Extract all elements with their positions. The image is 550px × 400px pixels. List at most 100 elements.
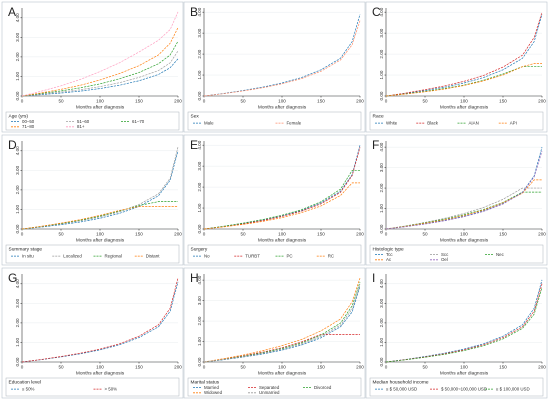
legend — [5, 111, 180, 131]
y-tick-label: 4.00 — [379, 279, 384, 288]
legend-title: Marital status — [191, 380, 220, 386]
series-line-5 — [21, 11, 179, 97]
x-axis-label: Months after diagnosis — [76, 371, 125, 377]
y-tick-label: 3.00 — [15, 165, 20, 174]
plot-area — [386, 8, 542, 96]
x-tick-label: 200 — [174, 365, 182, 370]
x-tick-label: 0 — [21, 232, 24, 237]
y-tick-label: 4.00 — [379, 7, 384, 16]
y-tick-label: 0.00 — [15, 357, 20, 366]
x-tick-label: 50 — [58, 232, 64, 237]
x-tick-label: 50 — [240, 99, 246, 104]
x-tick-label: 200 — [356, 365, 364, 370]
x-tick-label: 0 — [203, 232, 206, 237]
x-axis-label: Months after diagnosis — [76, 238, 125, 244]
plot-area — [204, 274, 360, 362]
legend-title: Summary stage — [9, 247, 43, 253]
x-tick-label: 150 — [499, 232, 507, 237]
x-tick-label: 150 — [135, 232, 143, 237]
y-tick-label: 2.00 — [15, 185, 20, 194]
y-tick-label: 1.00 — [15, 205, 20, 214]
legend-label: > 50% — [105, 387, 118, 392]
y-tick-label: 1.00 — [379, 338, 384, 347]
plot-area — [22, 274, 178, 362]
y-tick-label: 4.00 — [15, 146, 20, 155]
series-line-3 — [385, 191, 542, 230]
y-tick-label: 1.00 — [197, 337, 202, 346]
legend-label: Widowed — [204, 390, 223, 395]
panel-letter: F — [372, 138, 379, 152]
legend-label: No — [204, 254, 210, 259]
series-line-4 — [203, 182, 360, 230]
plot-area — [22, 141, 178, 229]
series-line-1 — [203, 145, 361, 230]
panel-letter: D — [8, 138, 17, 152]
legend-label: ≤ 50% — [22, 387, 35, 392]
x-tick-label: 100 — [460, 232, 468, 237]
legend-label: 51–60 — [77, 119, 90, 124]
series-line-2 — [203, 20, 361, 97]
panel-e: 0.00 1.00 2.00 3.00 4.00 0 50 100 150 200 Months a… — [183, 134, 366, 266]
y-tick-label: 0.00 — [379, 91, 384, 100]
x-tick-label: 0 — [385, 365, 388, 370]
plot-area — [204, 141, 360, 229]
x-tick-label: 200 — [174, 99, 182, 104]
x-axis-label: Months after diagnosis — [258, 105, 307, 111]
legend-label: 71–80 — [22, 124, 35, 129]
legend-label: RC — [328, 254, 334, 259]
x-tick-label: 100 — [278, 365, 286, 370]
series-line-1 — [385, 147, 543, 230]
panel-letter: C — [372, 5, 381, 19]
legend-label: Female — [287, 121, 302, 126]
legend-label: Ac — [386, 257, 392, 262]
series-line-1 — [203, 14, 361, 97]
y-tick-label: 3.00 — [15, 298, 20, 307]
plot-area — [204, 8, 360, 96]
x-tick-label: 200 — [538, 232, 546, 237]
legend — [187, 377, 362, 397]
series-line-2 — [203, 147, 361, 230]
legend-title: Age (yrs) — [9, 114, 29, 120]
y-tick-label: 4.00 — [379, 142, 384, 151]
y-tick-label: 0.00 — [197, 224, 202, 233]
x-tick-label: 150 — [499, 99, 507, 104]
x-tick-label: 150 — [135, 99, 143, 104]
x-tick-label: 150 — [499, 365, 507, 370]
series-line-2 — [21, 146, 179, 230]
y-tick-label: 3.00 — [15, 32, 20, 41]
legend-title: Race — [373, 114, 385, 120]
legend — [187, 244, 362, 264]
panel-letter: A — [8, 5, 16, 19]
x-tick-label: 0 — [385, 232, 388, 237]
legend — [187, 111, 362, 131]
series-line-4 — [385, 179, 542, 230]
legend-label: PC — [287, 254, 293, 259]
legend-title: Sex — [191, 114, 200, 120]
x-tick-label: 200 — [356, 232, 364, 237]
y-tick-label: 4.00 — [15, 13, 20, 22]
x-axis-label: Months after diagnosis — [440, 371, 489, 377]
x-tick-label: 50 — [58, 365, 64, 370]
legend-label: Male — [204, 121, 214, 126]
series-line-2 — [385, 12, 543, 97]
series-line-3 — [385, 66, 542, 97]
legend-label: $ 50,000~100,000 USD — [441, 387, 487, 392]
x-tick-label: 0 — [385, 99, 388, 104]
legend-label: Unmarried — [259, 390, 280, 395]
y-tick-label: 0.00 — [197, 357, 202, 366]
x-tick-label: 100 — [460, 365, 468, 370]
y-tick-label: 3.00 — [379, 298, 384, 307]
panel-a: 0.00 1.00 2.00 3.00 4.00 0 50 100 150 200 Months a… — [1, 1, 184, 133]
y-tick-label: 4.00 — [197, 140, 202, 149]
series-line-2 — [21, 50, 179, 97]
panel-h: 0.00 1.00 2.00 3.00 4.00 0 50 100 150 200 Months a… — [183, 267, 366, 399]
legend-label: In situ — [22, 254, 34, 259]
y-tick-label: 2.00 — [379, 49, 384, 58]
x-tick-label: 50 — [58, 99, 64, 104]
series-line-1 — [385, 279, 543, 363]
series-line-5 — [385, 151, 543, 230]
series-line-2 — [385, 187, 542, 230]
x-tick-label: 50 — [422, 232, 428, 237]
series-line-5 — [203, 284, 361, 363]
